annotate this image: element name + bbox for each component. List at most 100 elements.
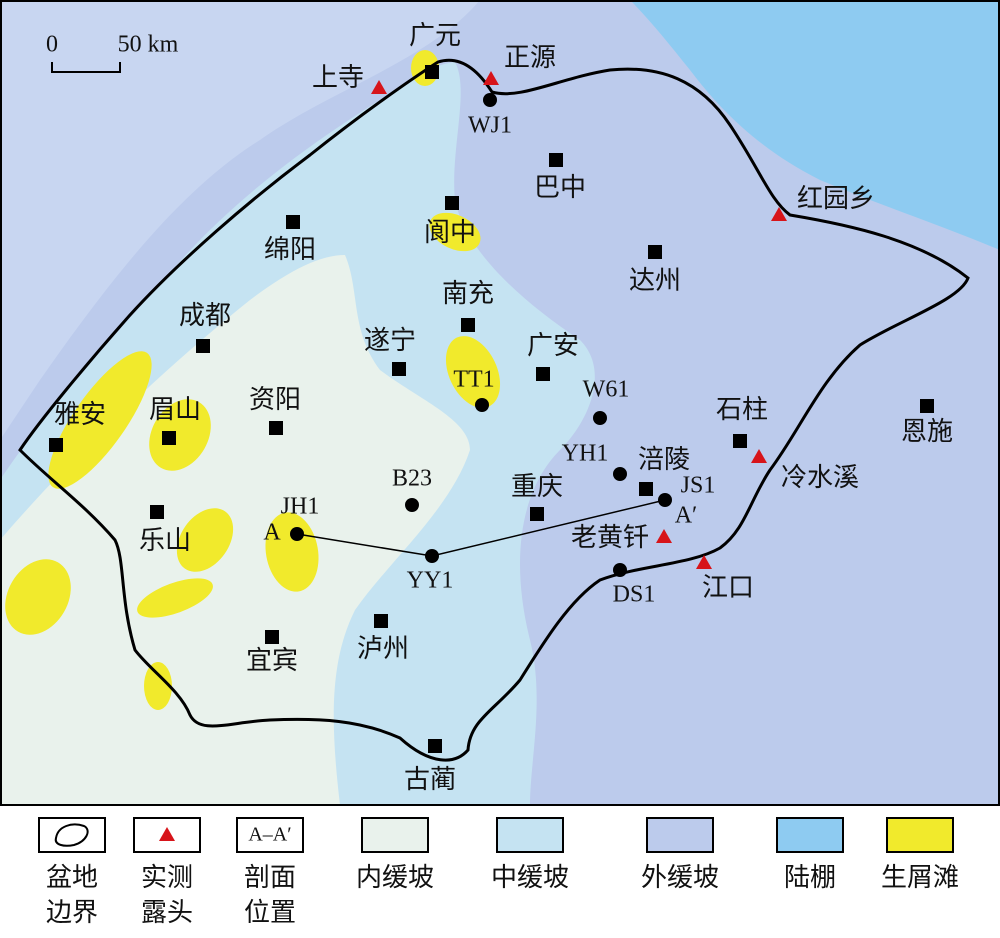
legend-label: 剖面	[244, 863, 296, 892]
legend-label: 盆地	[46, 863, 98, 892]
city-label: 宜宾	[246, 646, 298, 675]
city-marker	[374, 614, 388, 628]
outcrop-marker	[751, 449, 767, 463]
well-label: JS1	[681, 473, 716, 499]
legend-label: 露头	[141, 898, 193, 927]
legend-label: 陆棚	[784, 863, 836, 892]
city-label: 重庆	[511, 472, 563, 501]
shoal	[5, 559, 71, 635]
legend-symbol: A–A′	[248, 824, 291, 846]
outcrop-marker	[656, 529, 672, 543]
outcrop-marker	[371, 80, 387, 94]
section-start: A	[263, 520, 281, 546]
well-label: YY1	[407, 568, 454, 594]
well-label: TT1	[453, 367, 494, 393]
outcrop-label: 红园乡	[797, 184, 875, 213]
shoal	[144, 662, 172, 710]
well-label: B23	[392, 466, 432, 492]
legend-swatch	[496, 817, 564, 853]
well-marker	[483, 93, 497, 107]
city-marker	[196, 339, 210, 353]
city-label: 恩施	[901, 417, 953, 446]
legend-label: 中缓坡	[491, 863, 569, 892]
legend-label: 内缓坡	[356, 863, 434, 892]
city-marker	[425, 65, 439, 79]
city-marker	[428, 739, 442, 753]
scale-length: 50 km	[118, 32, 179, 58]
legend-swatch	[361, 817, 429, 853]
well-label: W61	[583, 377, 630, 403]
city-marker	[286, 215, 300, 229]
shoal	[137, 578, 213, 618]
city-marker	[150, 505, 164, 519]
city-marker	[445, 196, 459, 210]
city-marker	[49, 438, 63, 452]
city-label: 广元	[409, 21, 461, 50]
well-marker	[425, 549, 439, 563]
outcrop-label: 老黄钎	[571, 523, 649, 552]
shoal	[429, 212, 481, 252]
city-marker	[920, 399, 934, 413]
city-label: 眉山	[149, 395, 201, 424]
well-marker	[613, 563, 627, 577]
legend-label: 实测	[141, 863, 193, 892]
scale-zero: 0	[46, 32, 58, 58]
city-label: 达州	[629, 266, 681, 295]
well-label: DS1	[613, 582, 656, 608]
well-marker	[613, 467, 627, 481]
city-marker	[162, 431, 176, 445]
city-marker	[461, 318, 475, 332]
shoal	[48, 351, 152, 489]
shoal	[176, 508, 234, 572]
well-marker	[593, 411, 607, 425]
basin-boundary	[18, 58, 970, 762]
scale-bar	[51, 62, 121, 73]
well-label: WJ1	[468, 113, 512, 139]
legend-label: 边界	[46, 898, 98, 927]
city-label: 南充	[442, 279, 494, 308]
well-marker	[658, 493, 672, 507]
city-marker	[639, 482, 653, 496]
city-marker	[536, 367, 550, 381]
shoal	[445, 336, 501, 408]
outcrop-marker	[771, 207, 787, 221]
section-end: A′	[675, 503, 698, 529]
city-marker	[733, 434, 747, 448]
shoal	[149, 399, 211, 471]
legend-swatch	[38, 817, 106, 853]
outcrop-marker	[696, 555, 712, 569]
city-marker	[648, 245, 662, 259]
city-label: 雅安	[54, 400, 106, 429]
outcrop-label: 冷水溪	[781, 463, 859, 492]
city-label: 绵阳	[264, 235, 316, 264]
city-marker	[269, 421, 283, 435]
city-marker	[530, 507, 544, 521]
city-marker	[549, 153, 563, 167]
legend-label: 外缓坡	[641, 863, 719, 892]
city-label: 石柱	[716, 395, 768, 424]
legend-outcrop-icon	[159, 827, 175, 841]
outcrop-label: 正源	[504, 43, 556, 72]
outcrop-label: 上寺	[312, 63, 364, 92]
legend-swatch	[236, 817, 304, 853]
city-label: 巴中	[534, 173, 586, 202]
city-label: 涪陵	[638, 445, 690, 474]
outcrop-marker	[483, 71, 499, 85]
map-base	[0, 0, 1000, 806]
legend-label: 位置	[244, 898, 296, 927]
well-marker	[290, 527, 304, 541]
legend-swatch	[776, 817, 844, 853]
legend-boundary-icon	[54, 823, 89, 847]
city-label: 古蔺	[404, 765, 456, 794]
legend-label: 生屑滩	[881, 863, 959, 892]
shoal	[265, 512, 319, 592]
well-marker	[475, 398, 489, 412]
city-label: 乐山	[139, 526, 191, 555]
city-label: 成都	[179, 301, 231, 330]
well-marker	[405, 498, 419, 512]
map-frame	[0, 0, 1000, 806]
city-label: 阆中	[424, 218, 476, 247]
well-label: JH1	[281, 494, 320, 520]
